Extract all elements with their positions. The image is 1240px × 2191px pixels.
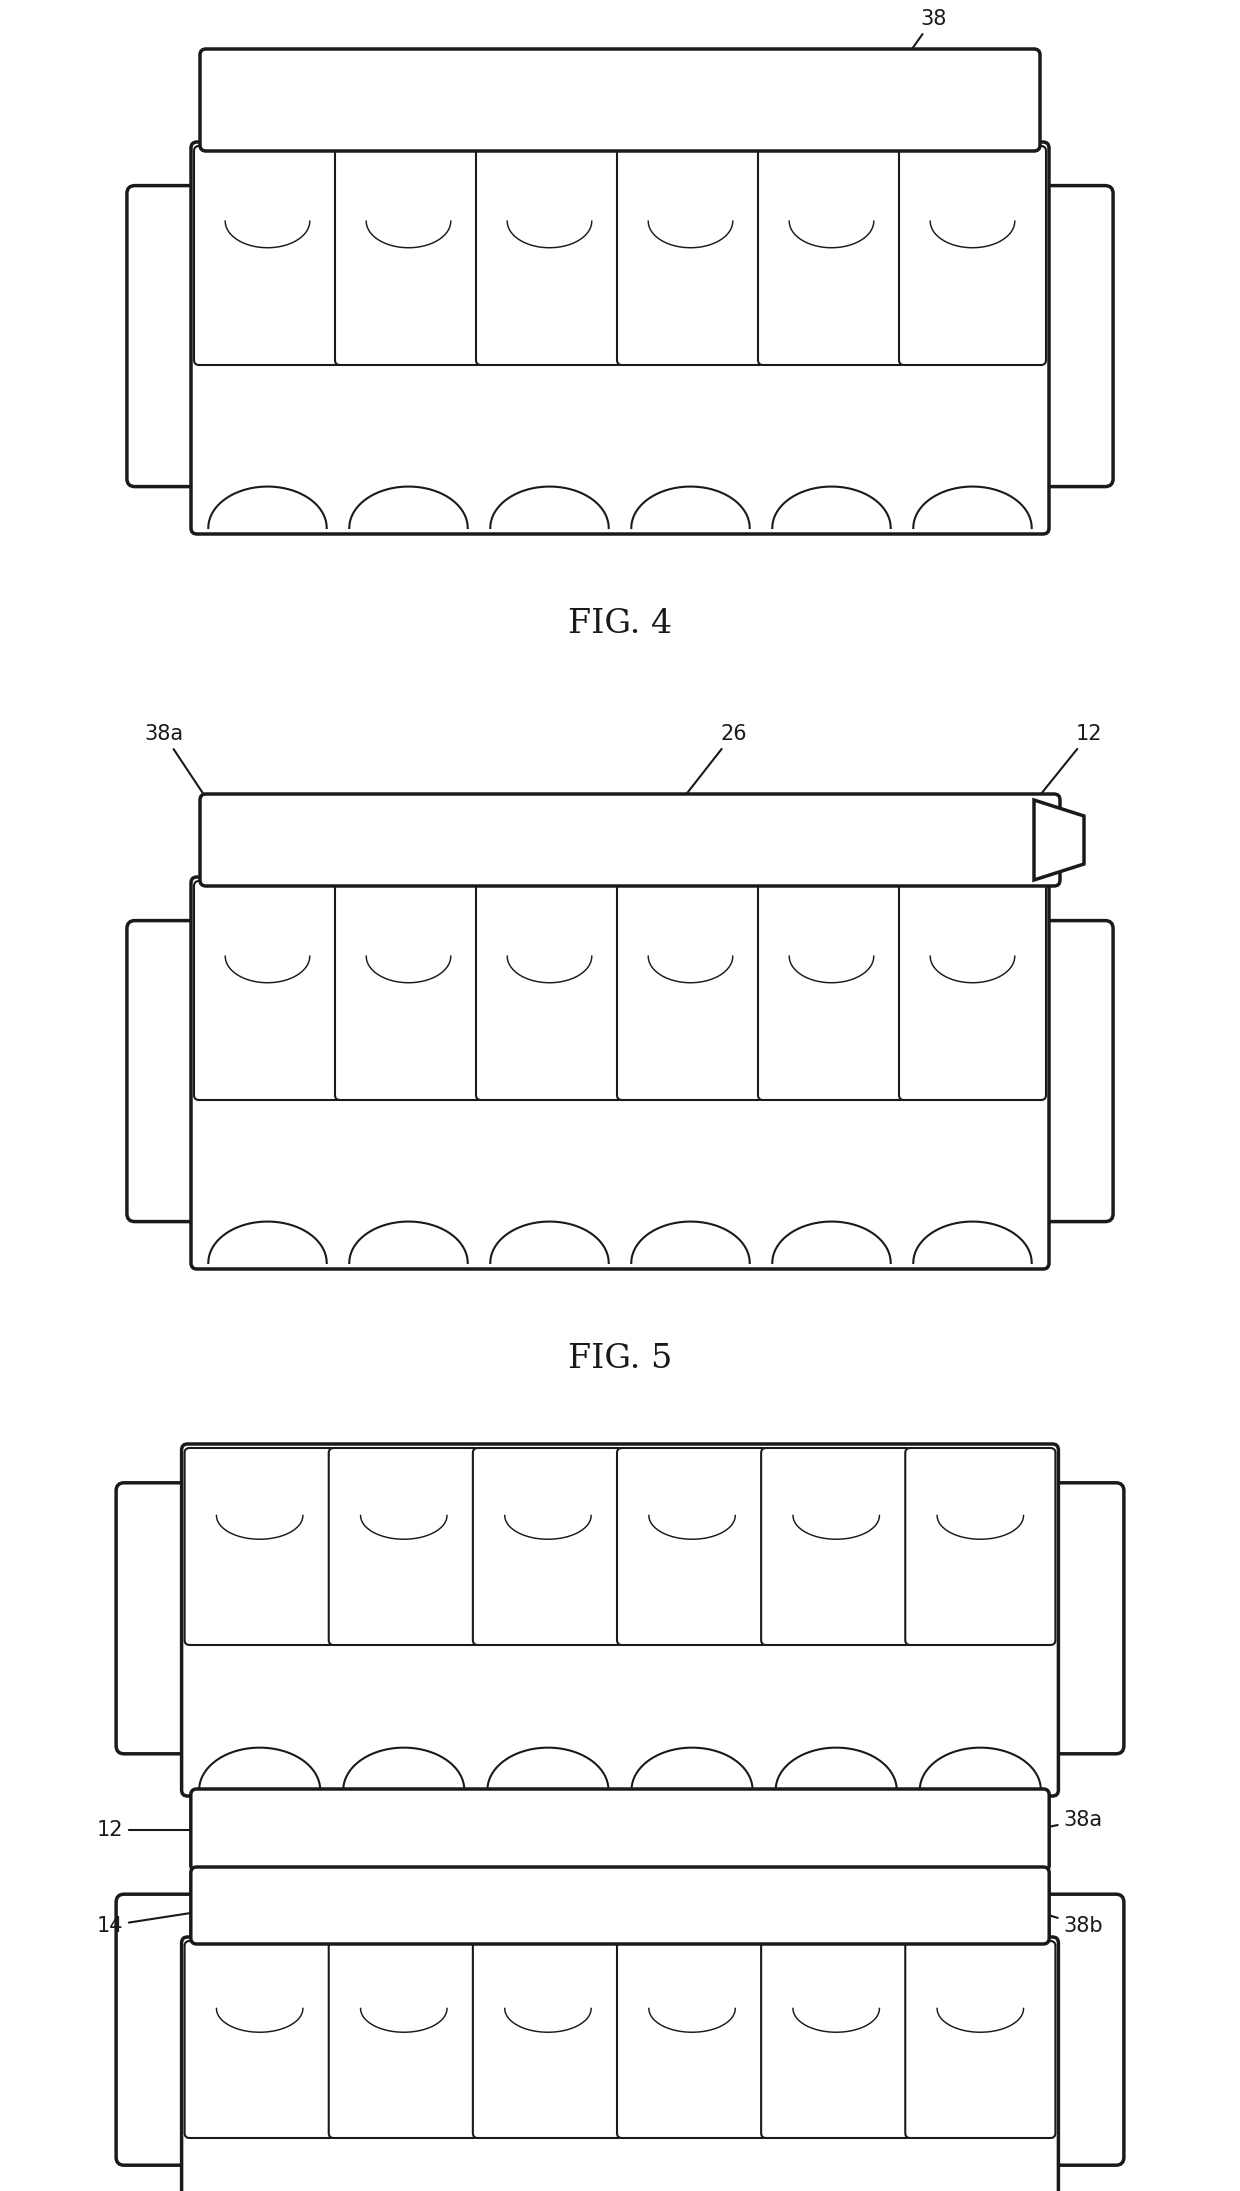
FancyBboxPatch shape bbox=[472, 1448, 622, 1645]
FancyBboxPatch shape bbox=[905, 1941, 1055, 2138]
FancyBboxPatch shape bbox=[191, 142, 1049, 535]
FancyBboxPatch shape bbox=[758, 881, 905, 1100]
FancyBboxPatch shape bbox=[758, 147, 905, 366]
FancyBboxPatch shape bbox=[940, 1895, 1123, 2165]
Text: 38b: 38b bbox=[1035, 1911, 1102, 1935]
FancyBboxPatch shape bbox=[117, 1895, 300, 2165]
Text: 14: 14 bbox=[97, 1911, 205, 1935]
FancyBboxPatch shape bbox=[335, 147, 482, 366]
Text: 38: 38 bbox=[892, 9, 946, 77]
FancyBboxPatch shape bbox=[200, 793, 1060, 885]
FancyBboxPatch shape bbox=[191, 1867, 1049, 1943]
Text: 38a: 38a bbox=[144, 723, 222, 822]
FancyBboxPatch shape bbox=[934, 186, 1114, 486]
FancyBboxPatch shape bbox=[899, 147, 1047, 366]
FancyBboxPatch shape bbox=[193, 147, 341, 366]
FancyBboxPatch shape bbox=[329, 1941, 479, 2138]
FancyBboxPatch shape bbox=[335, 881, 482, 1100]
Text: 38a: 38a bbox=[1035, 1810, 1102, 1829]
FancyBboxPatch shape bbox=[181, 1937, 1059, 2191]
FancyBboxPatch shape bbox=[117, 1483, 300, 1753]
FancyBboxPatch shape bbox=[940, 1483, 1123, 1753]
FancyBboxPatch shape bbox=[191, 876, 1049, 1269]
FancyBboxPatch shape bbox=[200, 48, 1040, 151]
FancyBboxPatch shape bbox=[185, 1941, 335, 2138]
FancyBboxPatch shape bbox=[193, 881, 341, 1100]
FancyBboxPatch shape bbox=[185, 1448, 335, 1645]
FancyBboxPatch shape bbox=[934, 920, 1114, 1223]
FancyBboxPatch shape bbox=[905, 1448, 1055, 1645]
Text: FIG. 5: FIG. 5 bbox=[568, 1343, 672, 1376]
FancyBboxPatch shape bbox=[181, 1444, 1059, 1797]
Text: FIG. 4: FIG. 4 bbox=[568, 607, 672, 640]
FancyBboxPatch shape bbox=[618, 147, 764, 366]
FancyBboxPatch shape bbox=[329, 1448, 479, 1645]
FancyBboxPatch shape bbox=[618, 1941, 768, 2138]
Polygon shape bbox=[1034, 800, 1084, 881]
FancyBboxPatch shape bbox=[761, 1941, 911, 2138]
Text: 26: 26 bbox=[672, 723, 746, 813]
Text: 12: 12 bbox=[1018, 723, 1102, 824]
FancyBboxPatch shape bbox=[761, 1448, 911, 1645]
FancyBboxPatch shape bbox=[899, 881, 1047, 1100]
Text: 12: 12 bbox=[97, 1821, 205, 1840]
FancyBboxPatch shape bbox=[618, 881, 764, 1100]
FancyBboxPatch shape bbox=[126, 186, 306, 486]
FancyBboxPatch shape bbox=[472, 1941, 622, 2138]
FancyBboxPatch shape bbox=[191, 1790, 1049, 1871]
FancyBboxPatch shape bbox=[126, 920, 306, 1223]
FancyBboxPatch shape bbox=[476, 147, 622, 366]
FancyBboxPatch shape bbox=[476, 881, 622, 1100]
FancyBboxPatch shape bbox=[618, 1448, 768, 1645]
